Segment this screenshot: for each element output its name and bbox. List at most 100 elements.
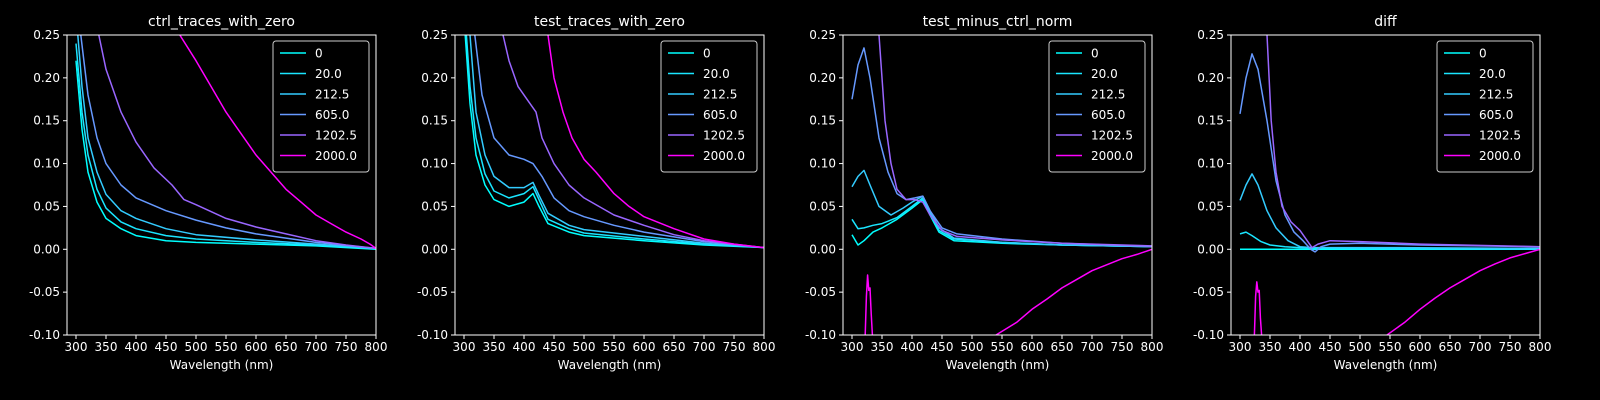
- y-tick-label: 0.25: [421, 28, 448, 42]
- y-tick-label: 0.20: [1197, 71, 1224, 85]
- y-tick-label: 0.20: [421, 71, 448, 85]
- x-tick-label: 750: [1499, 340, 1522, 354]
- series-line: [98, 35, 376, 250]
- legend-label: 2000.0: [315, 149, 357, 163]
- legend-label: 605.0: [315, 108, 349, 122]
- legend-label: 20.0: [703, 67, 730, 81]
- legend-label: 212.5: [315, 88, 349, 102]
- x-tick-label: 700: [1469, 340, 1492, 354]
- x-tick-label: 400: [513, 340, 536, 354]
- y-tick-label: -0.05: [805, 285, 836, 299]
- x-tick-label: 700: [693, 340, 716, 354]
- y-tick-label: 0.05: [809, 199, 836, 213]
- series-line: [1239, 173, 1540, 250]
- series-line: [179, 35, 376, 250]
- x-tick-label: 500: [1349, 340, 1372, 354]
- x-tick-label: 700: [1081, 340, 1104, 354]
- y-tick-label: 0.05: [421, 199, 448, 213]
- legend-label: 20.0: [1479, 67, 1506, 81]
- series-line: [547, 35, 764, 249]
- x-tick-label: 700: [305, 340, 328, 354]
- y-tick-label: 0.25: [1197, 28, 1224, 42]
- legend-label: 605.0: [1091, 108, 1125, 122]
- x-tick-label: 300: [65, 340, 88, 354]
- y-tick-label: 0.15: [809, 114, 836, 128]
- x-tick-label: 500: [573, 340, 596, 354]
- x-tick-label: 800: [753, 340, 776, 354]
- x-tick-label: 750: [1111, 340, 1134, 354]
- legend-label: 2000.0: [1479, 149, 1521, 163]
- x-tick-label: 550: [215, 340, 238, 354]
- x-tick-label: 550: [603, 340, 626, 354]
- y-tick-label: 0.10: [1197, 157, 1224, 171]
- x-axis-label: Wavelength (nm): [558, 358, 662, 372]
- x-tick-label: 450: [1319, 340, 1342, 354]
- x-tick-label: 600: [245, 340, 268, 354]
- x-tick-label: 600: [1409, 340, 1432, 354]
- legend-label: 0: [315, 47, 323, 61]
- series-group: [851, 35, 1152, 335]
- x-tick-label: 350: [95, 340, 118, 354]
- legend-label: 0: [1479, 47, 1487, 61]
- series-line: [878, 35, 1152, 247]
- chart-panel-0: 300 350 400 450 500 550 600 650 700 750 800 -0.10 -0…: [29, 14, 388, 372]
- chart-panel-1: 300 350 400 450 500 550 600 650 700 750 800 -0.10 -0…: [417, 14, 776, 372]
- legend-label: 0: [1091, 47, 1099, 61]
- x-axis-label: Wavelength (nm): [170, 358, 274, 372]
- x-tick-label: 800: [365, 340, 388, 354]
- series-group: [1239, 35, 1540, 335]
- legend: 0 20.0 212.5 605.0 1202.5 2000.0: [1436, 40, 1534, 173]
- x-tick-label: 650: [1051, 340, 1074, 354]
- x-tick-label: 450: [931, 340, 954, 354]
- x-tick-label: 400: [125, 340, 148, 354]
- y-tick-label: 0.00: [421, 242, 448, 256]
- y-tick-label: 0.15: [33, 114, 60, 128]
- legend-label: 212.5: [703, 88, 737, 102]
- x-axis-label: Wavelength (nm): [946, 358, 1050, 372]
- series-line: [465, 35, 764, 249]
- y-tick-label: 0.25: [809, 28, 836, 42]
- series-line: [75, 43, 376, 250]
- legend: 0 20.0 212.5 605.0 1202.5 2000.0: [660, 40, 758, 173]
- legend-label: 1202.5: [1479, 129, 1521, 143]
- x-tick-label: 450: [543, 340, 566, 354]
- y-tick-label: 0.05: [1197, 199, 1224, 213]
- legend-label: 0: [703, 47, 711, 61]
- y-tick-label: 0.15: [1197, 114, 1224, 128]
- legend: 0 20.0 212.5 605.0 1202.5 2000.0: [272, 40, 370, 173]
- x-tick-label: 350: [1259, 340, 1282, 354]
- series-group: [75, 35, 376, 251]
- legend-label: 1202.5: [1091, 129, 1133, 143]
- axes-frame: [1230, 34, 1541, 336]
- x-tick-label: 300: [1229, 340, 1252, 354]
- series-line: [474, 35, 764, 249]
- series-line: [502, 35, 764, 249]
- x-tick-label: 650: [1439, 340, 1462, 354]
- series-line: [851, 47, 1152, 248]
- series-line: [851, 198, 1152, 248]
- x-tick-label: 450: [155, 340, 178, 354]
- y-tick-label: -0.05: [1193, 285, 1224, 299]
- x-tick-label: 500: [185, 340, 208, 354]
- legend-label: 212.5: [1091, 88, 1125, 102]
- legend-label: 212.5: [1479, 88, 1513, 102]
- y-tick-label: -0.05: [417, 285, 448, 299]
- y-tick-label: -0.10: [417, 328, 448, 342]
- x-tick-label: 500: [961, 340, 984, 354]
- legend-label: 20.0: [315, 67, 342, 81]
- x-tick-label: 650: [663, 340, 686, 354]
- x-tick-label: 300: [841, 340, 864, 354]
- y-tick-label: -0.10: [29, 328, 60, 342]
- x-tick-label: 750: [723, 340, 746, 354]
- legend-label: 2000.0: [1091, 149, 1133, 163]
- series-line: [75, 60, 376, 251]
- series-line: [1239, 53, 1540, 253]
- axes-frame: [454, 34, 765, 336]
- y-tick-label: 0.20: [33, 71, 60, 85]
- chart-title: ctrl_traces_with_zero: [148, 14, 295, 30]
- x-tick-label: 350: [483, 340, 506, 354]
- legend-label: 1202.5: [315, 129, 357, 143]
- x-tick-label: 750: [335, 340, 358, 354]
- x-tick-label: 600: [633, 340, 656, 354]
